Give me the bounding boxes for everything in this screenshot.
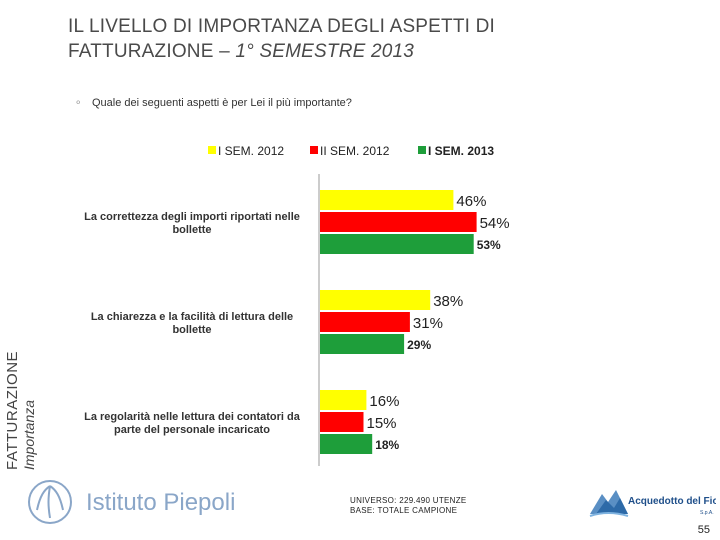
title-line-1: IL LIVELLO DI IMPORTANZA DEGLI ASPETTI D… xyxy=(68,16,496,37)
data-label: 15% xyxy=(367,415,397,432)
category-label: La regolarità nelle lettura dei contator… xyxy=(84,411,301,436)
data-label: 38% xyxy=(433,293,463,310)
question-text: ⚬ Quale dei seguenti aspetti è per Lei il… xyxy=(74,97,352,109)
bullet-icon: ⚬ xyxy=(74,98,83,109)
legend-label: II SEM. 2012 xyxy=(320,144,390,158)
bar xyxy=(320,190,454,210)
data-label: 54% xyxy=(480,215,510,232)
page-number: 55 xyxy=(697,524,710,536)
category-label-line: bollette xyxy=(172,224,211,236)
category-label-line: La regolarità nelle lettura dei contator… xyxy=(84,411,301,423)
category-label: La chiarezza e la facilità di lettura de… xyxy=(91,311,293,336)
data-label: 16% xyxy=(369,393,399,410)
bar xyxy=(320,334,405,354)
legend-label: I SEM. 2013 xyxy=(428,144,494,158)
data-label: 29% xyxy=(407,338,431,352)
bar xyxy=(320,312,410,332)
data-label: 53% xyxy=(477,238,501,252)
partner-sub: S.p.A. xyxy=(700,510,714,516)
universe-line-1: UNIVERSO: 229.490 UTENZE xyxy=(350,496,467,505)
brand-name: Istituto Piepoli xyxy=(86,489,235,516)
partner-name: Acquedotto del Fiora xyxy=(628,496,716,507)
category-label-line: parte del personale incaricato xyxy=(114,424,270,436)
chart-legend: I SEM. 2012 II SEM. 2012 I SEM. 2013 xyxy=(208,144,494,158)
istituto-piepoli-logo: Istituto Piepoli xyxy=(28,480,235,524)
chart-bars: 46% 54% 53% 38% 31% 29% 16% 15% 18% xyxy=(320,190,510,454)
data-label: 31% xyxy=(413,315,443,332)
bar xyxy=(320,290,431,310)
bar xyxy=(320,390,367,410)
universe-line-2: BASE: TOTALE CAMPIONE xyxy=(350,506,458,515)
page-title: IL LIVELLO DI IMPORTANZA DEGLI ASPETTI D… xyxy=(68,14,688,64)
title-line-2: FATTURAZIONE – 1° SEMESTRE 2013 xyxy=(68,39,688,64)
category-labels: La correttezza degli importi riportati n… xyxy=(84,211,301,436)
bar xyxy=(320,412,364,432)
legend-swatch xyxy=(208,146,216,154)
legend-label: I SEM. 2012 xyxy=(218,144,284,158)
title-line-2-italic: 1° SEMESTRE 2013 xyxy=(235,41,415,62)
bar-chart: I SEM. 2012 II SEM. 2012 I SEM. 2013 46% 54… xyxy=(84,144,510,466)
legend-swatch xyxy=(310,146,318,154)
data-label: 18% xyxy=(375,438,399,452)
data-label: 46% xyxy=(456,193,486,210)
legend-swatch xyxy=(418,146,426,154)
title-line-2-normal: FATTURAZIONE – xyxy=(68,41,236,62)
category-label-line: La correttezza degli importi riportati n… xyxy=(84,211,300,223)
category-label-line: bollette xyxy=(172,324,211,336)
category-label: La correttezza degli importi riportati n… xyxy=(84,211,300,236)
universe-note: UNIVERSO: 229.490 UTENZE BASE: TOTALE CA… xyxy=(350,496,467,516)
question-label: Quale dei seguenti aspetti è per Lei il … xyxy=(92,97,352,109)
category-label-line: La chiarezza e la facilità di lettura de… xyxy=(91,311,293,323)
bar xyxy=(320,212,477,232)
acquedotto-logo: Acquedotto del Fiora S.p.A. xyxy=(589,490,716,517)
bar xyxy=(320,234,474,254)
bar xyxy=(320,434,373,454)
